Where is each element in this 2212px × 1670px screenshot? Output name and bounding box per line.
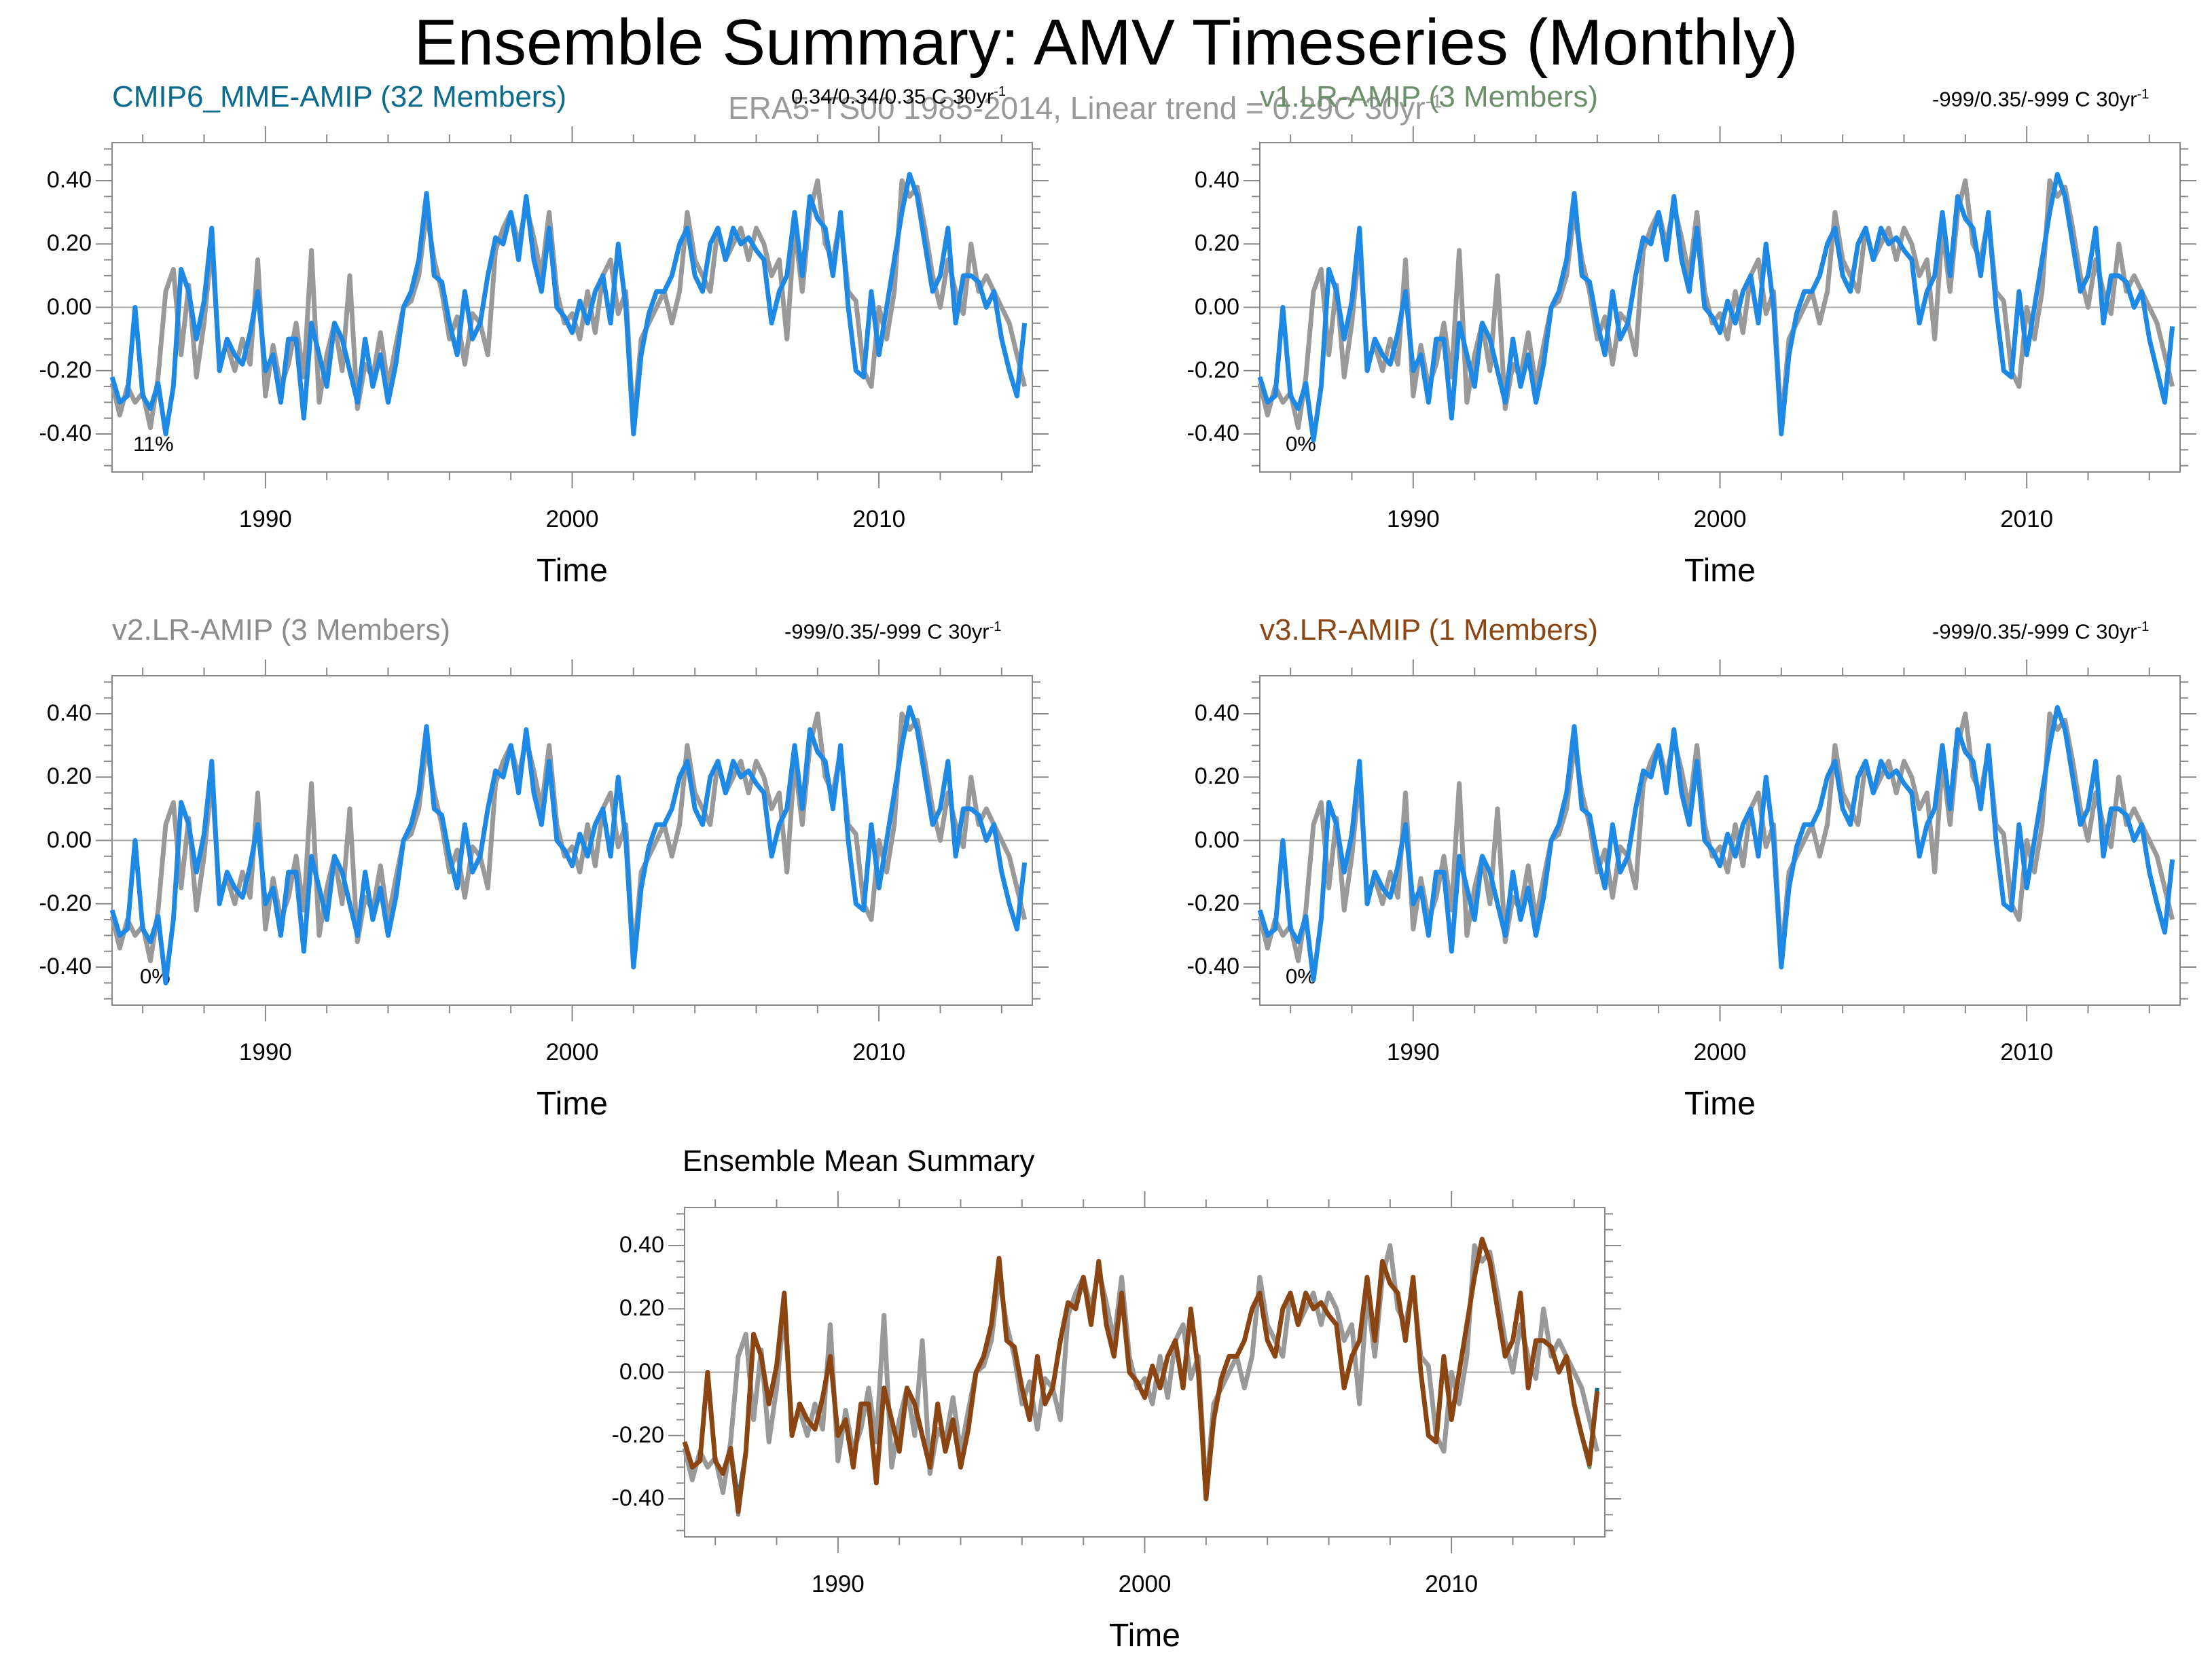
panel-stat-mme-sup: -1	[994, 84, 1006, 99]
ytick-label: 0.20	[1194, 763, 1239, 790]
ytick-label: 0.40	[46, 700, 92, 726]
panel-title-v3: v3.LR-AMIP (1 Members)	[1260, 613, 1598, 647]
series-line-obs	[109, 178, 1028, 431]
xtick-label: 1990	[1386, 1039, 1440, 1066]
panel-title-mme: CMIP6_MME-AMIP (32 Members)	[112, 80, 567, 113]
ytick-label: 0.00	[619, 1358, 664, 1385]
xtick-label: 2010	[852, 506, 906, 532]
xtick-label: 2000	[1118, 1571, 1172, 1597]
panel-title-ensemble-mean: Ensemble Mean Summary	[683, 1144, 1035, 1178]
ytick-label: -0.40	[39, 420, 92, 447]
ytick-label: 0.40	[619, 1231, 664, 1258]
ytick-label: -0.20	[39, 357, 92, 383]
xtick-label: 2000	[545, 1039, 599, 1066]
figure-subtitle: ERA5-TS00 1985-2014, Linear trend = 0.29…	[728, 90, 1443, 126]
x-axis-label: Time	[537, 1086, 608, 1122]
panel-v2	[96, 659, 1049, 1021]
series-line-v3-mean	[682, 1237, 1600, 1514]
series-line-model	[1257, 172, 2175, 443]
series-line-obs	[1257, 178, 2175, 431]
ytick-label: -0.20	[611, 1421, 665, 1448]
ytick-label: 0.00	[46, 827, 92, 853]
x-axis-label: Time	[1684, 1086, 1756, 1122]
subtitle-text: ERA5-TS00 1985-2014, Linear trend = 0.29…	[728, 90, 1426, 126]
ytick-label: 0.00	[46, 293, 92, 320]
ytick-label: -0.40	[1186, 954, 1240, 980]
panel-stat-v1: -999/0.35/-999 C 30yr-1	[1932, 87, 2149, 111]
xtick-label: 2010	[852, 1039, 906, 1066]
series-line-model	[109, 172, 1028, 437]
series-line-model	[109, 705, 1028, 985]
xtick-label: 1990	[811, 1571, 865, 1597]
series-line-obs	[1257, 711, 2175, 964]
figure-title: Ensemble Summary: AMV Timeseries (Monthl…	[414, 6, 1798, 79]
xtick-label: 1990	[1386, 506, 1440, 532]
xtick-label: 1990	[238, 1039, 292, 1066]
xtick-label: 2010	[1425, 1571, 1479, 1597]
series-line-obs	[682, 1243, 1600, 1495]
panel-stat-mme: 0.34/0.34/0.35 C 30yr-1	[791, 84, 1006, 109]
ytick-label: 0.20	[46, 763, 92, 790]
panel-stat-v3-text: -999/0.35/-999 C 30yr	[1932, 619, 2137, 644]
xtick-label: 2000	[1693, 506, 1747, 532]
panel-stat-v3-sup: -1	[2137, 619, 2150, 634]
panel-stat-v2-text: -999/0.35/-999 C 30yr	[784, 619, 990, 644]
panel-v3	[1244, 659, 2196, 1021]
ytick-label: -0.20	[39, 890, 92, 916]
ytick-label: 0.00	[1194, 827, 1239, 853]
ytick-label: 0.40	[1194, 166, 1239, 193]
ytick-label: -0.40	[611, 1485, 665, 1512]
xtick-label: 2000	[545, 506, 599, 532]
panel-title-v1: v1.LR-AMIP (3 Members)	[1260, 80, 1598, 113]
xtick-label: 2000	[1693, 1039, 1747, 1066]
subtitle-unit-sup: -1	[1425, 90, 1443, 112]
panel-stat-v2: -999/0.35/-999 C 30yr-1	[784, 619, 1001, 644]
ytick-label: -0.20	[1186, 357, 1240, 383]
xtick-label: 1990	[238, 506, 292, 532]
xtick-label: 2010	[2000, 506, 2054, 532]
xtick-label: 2010	[2000, 1039, 2054, 1066]
panel-stat-mme-text: 0.34/0.34/0.35 C 30yr	[791, 84, 994, 109]
panel-stat-v1-text: -999/0.35/-999 C 30yr	[1932, 87, 2137, 111]
ytick-label: -0.40	[39, 954, 92, 980]
ytick-label: 0.00	[1194, 293, 1239, 320]
panel-mean	[668, 1191, 1621, 1553]
panel-stat-v3: -999/0.35/-999 C 30yr-1	[1932, 619, 2149, 644]
series-line-model	[1257, 705, 2175, 983]
ytick-label: 0.20	[1194, 230, 1239, 257]
x-axis-label: Time	[537, 553, 608, 589]
x-axis-label: Time	[1684, 553, 1756, 589]
x-axis-label: Time	[1109, 1618, 1180, 1654]
panel-v1	[1244, 126, 2196, 488]
series-line-obs	[109, 711, 1028, 964]
ytick-label: 0.40	[46, 166, 92, 193]
ytick-label: -0.20	[1186, 890, 1240, 916]
ytick-label: 0.20	[619, 1295, 664, 1322]
panel-mme	[96, 126, 1049, 488]
panel-stat-v1-sup: -1	[2137, 87, 2150, 102]
panel-title-v2: v2.LR-AMIP (3 Members)	[112, 613, 450, 647]
ytick-label: 0.20	[46, 230, 92, 257]
ytick-label: -0.40	[1186, 420, 1240, 447]
ytick-label: 0.40	[1194, 700, 1239, 726]
panel-stat-v2-sup: -1	[989, 619, 1002, 634]
